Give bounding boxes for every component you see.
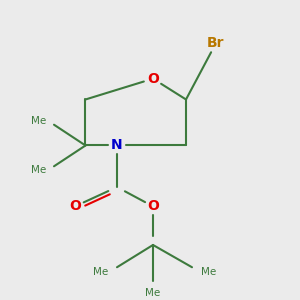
- Text: Br: Br: [207, 36, 225, 50]
- Text: Me: Me: [31, 165, 46, 175]
- Text: Me: Me: [146, 288, 160, 298]
- Text: O: O: [69, 200, 81, 213]
- Text: O: O: [147, 200, 159, 213]
- Text: N: N: [111, 139, 123, 152]
- Text: Me: Me: [31, 116, 46, 126]
- Text: Me: Me: [93, 267, 108, 277]
- Text: Me: Me: [201, 267, 216, 277]
- Text: O: O: [147, 72, 159, 86]
